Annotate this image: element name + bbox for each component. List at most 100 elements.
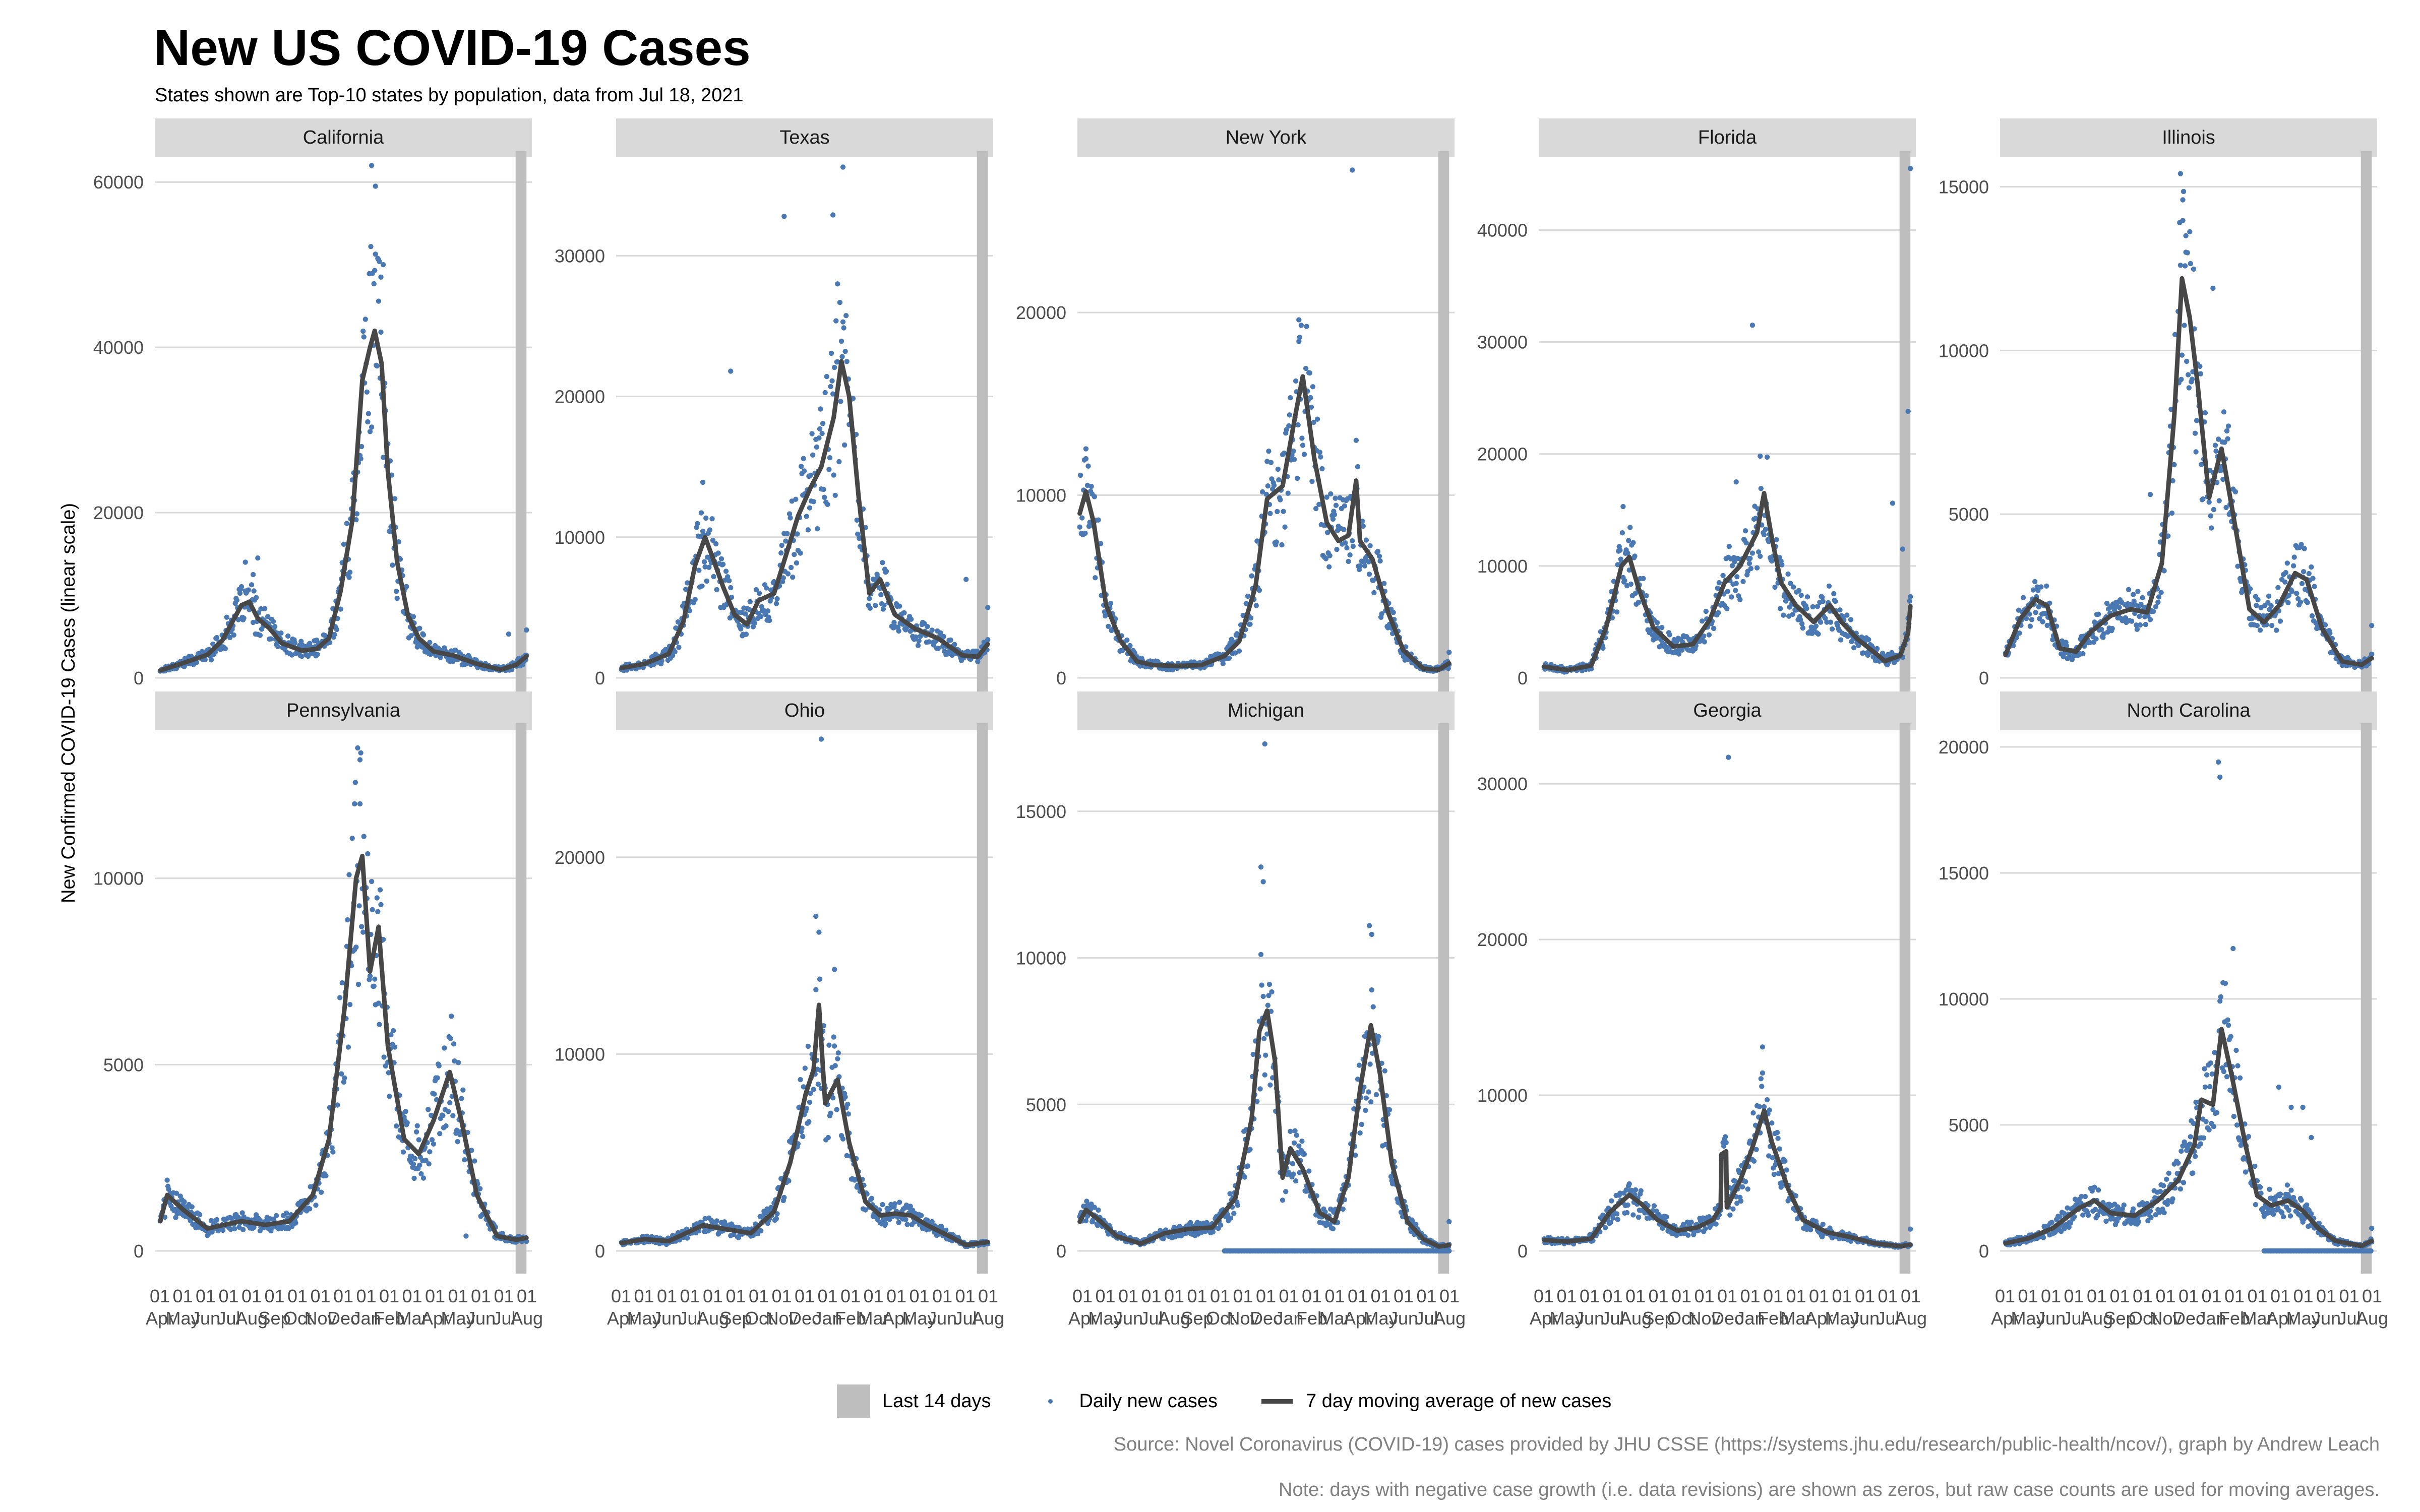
daily-point <box>830 212 836 218</box>
y-tick-label: 10000 <box>555 1044 605 1064</box>
daily-point <box>830 391 836 397</box>
x-tick-day: 01 <box>494 1286 514 1306</box>
daily-point <box>319 1189 324 1195</box>
daily-point <box>344 521 350 526</box>
x-tick-day: 01 <box>1394 1286 1414 1306</box>
daily-point <box>1759 1084 1765 1089</box>
daily-point <box>831 364 837 370</box>
daily-point <box>908 628 913 634</box>
daily-point <box>315 652 320 657</box>
daily-point <box>2284 560 2290 566</box>
daily-point <box>463 1233 469 1239</box>
daily-point <box>1844 612 1850 618</box>
daily-point <box>670 653 676 658</box>
daily-point <box>2085 1212 2091 1218</box>
panel-michigan: Michigan05000100001500001Apr01May01Jun01… <box>1016 691 1466 1329</box>
daily-point <box>2224 428 2230 434</box>
daily-point <box>355 745 360 751</box>
daily-point <box>1293 378 1299 384</box>
daily-point <box>1685 1232 1691 1238</box>
daily-point <box>1723 1140 1729 1146</box>
daily-point <box>1295 422 1301 428</box>
daily-point <box>1253 603 1259 608</box>
panel-georgia: Georgia010000200003000001Apr01May01Jun01… <box>1477 691 1927 1329</box>
daily-point <box>387 1094 392 1099</box>
y-tick-label: 10000 <box>93 868 144 889</box>
daily-point <box>2187 229 2193 234</box>
daily-point <box>2169 510 2175 516</box>
daily-point <box>241 615 247 621</box>
daily-point <box>808 472 813 478</box>
daily-point <box>2033 610 2038 615</box>
daily-point <box>375 909 381 915</box>
daily-point <box>1291 1140 1297 1146</box>
daily-point <box>347 570 353 575</box>
daily-point <box>2038 584 2044 590</box>
daily-point <box>835 1050 841 1056</box>
daily-point <box>367 973 373 979</box>
daily-point <box>1303 365 1309 371</box>
daily-point <box>798 550 803 556</box>
moving-average-line <box>619 359 990 670</box>
daily-point <box>2192 1154 2198 1159</box>
daily-point <box>813 987 819 992</box>
daily-point <box>692 597 698 602</box>
daily-point <box>2147 492 2153 497</box>
daily-point <box>1828 619 1834 625</box>
daily-point <box>2216 498 2222 503</box>
daily-point <box>1908 594 1913 600</box>
daily-point <box>1751 1158 1757 1164</box>
x-tick-day: 01 <box>1118 1286 1138 1306</box>
y-tick-label: 0 <box>595 1241 605 1262</box>
daily-point <box>403 1109 408 1114</box>
daily-point <box>904 1222 910 1227</box>
x-tick-day: 01 <box>196 1286 216 1306</box>
daily-point <box>2269 622 2275 628</box>
daily-point <box>1363 537 1369 543</box>
daily-point <box>1373 1092 1379 1098</box>
daily-point <box>831 1043 837 1049</box>
x-tick-day: 01 <box>1187 1286 1207 1306</box>
daily-point <box>695 521 700 527</box>
daily-point <box>2158 590 2164 595</box>
daily-point <box>1739 1184 1745 1190</box>
daily-point <box>714 587 719 593</box>
daily-point <box>240 1227 246 1232</box>
daily-point <box>1257 1086 1263 1092</box>
x-tick-day: 01 <box>1878 1286 1898 1306</box>
daily-point <box>2191 266 2197 272</box>
daily-point <box>816 435 822 441</box>
daily-point <box>818 406 823 412</box>
daily-point <box>307 641 313 646</box>
y-tick-label: 10000 <box>555 527 605 548</box>
daily-point <box>1341 527 1347 532</box>
daily-point <box>2188 261 2193 267</box>
daily-point <box>1218 1222 1224 1228</box>
daily-point <box>1370 1004 1376 1010</box>
x-tick-day: 01 <box>1302 1286 1322 1306</box>
daily-point <box>268 636 274 642</box>
daily-point <box>841 442 848 448</box>
daily-point <box>1777 1146 1782 1152</box>
daily-point <box>1750 1110 1756 1116</box>
daily-point <box>780 575 786 581</box>
daily-point <box>2306 571 2312 577</box>
daily-point <box>272 624 278 629</box>
daily-point <box>455 1139 460 1145</box>
daily-point <box>1838 637 1844 643</box>
y-tick-label: 20000 <box>1477 929 1528 950</box>
daily-point <box>1313 506 1319 512</box>
daily-point <box>2221 409 2227 415</box>
daily-point <box>2040 1235 2046 1240</box>
daily-point <box>1220 661 1226 666</box>
daily-point <box>246 587 251 593</box>
daily-point <box>2164 1176 2169 1182</box>
daily-point <box>804 514 810 519</box>
daily-point <box>1265 483 1270 489</box>
daily-point <box>786 511 793 517</box>
daily-point <box>700 479 706 485</box>
daily-point <box>367 429 373 434</box>
daily-point <box>1259 489 1265 495</box>
panel-strip <box>155 118 532 157</box>
